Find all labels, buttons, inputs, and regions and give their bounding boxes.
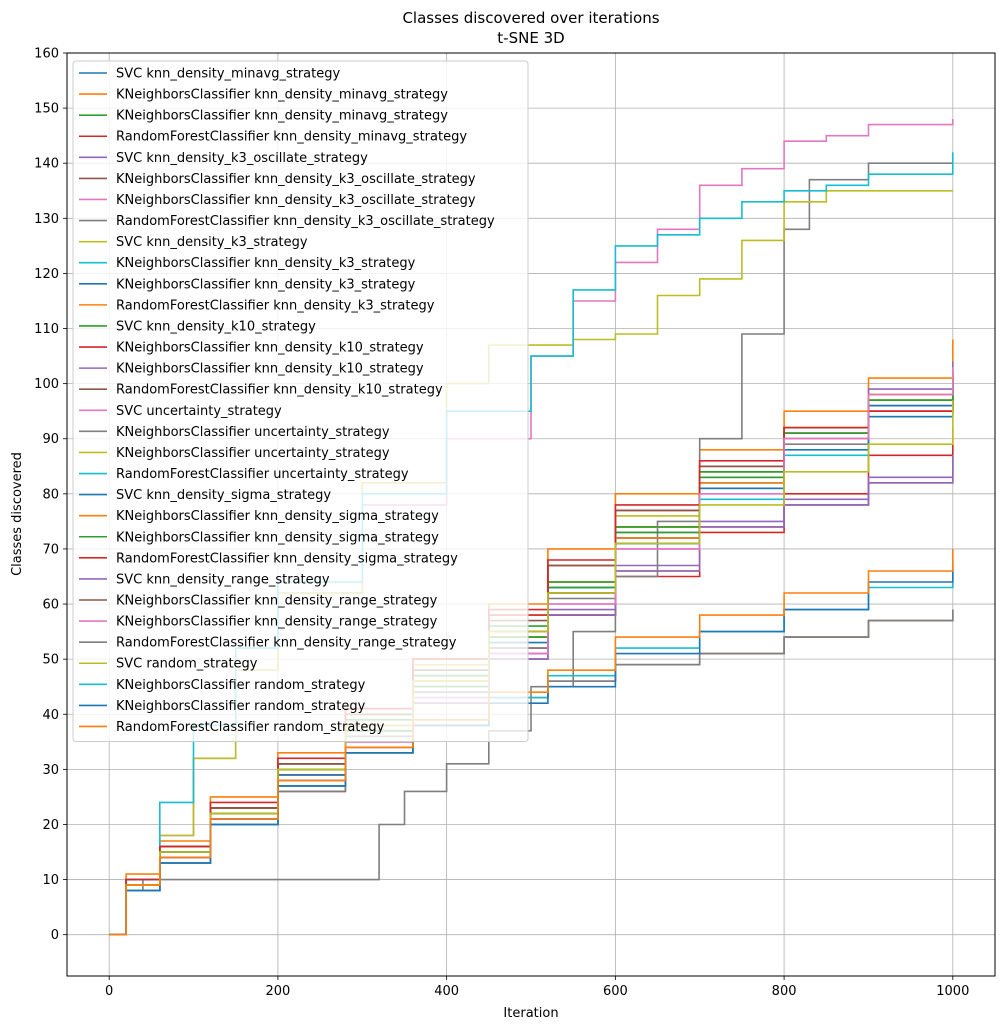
legend-label: SVC knn_density_k10_strategy xyxy=(116,319,316,334)
y-tick-label: 60 xyxy=(42,598,59,613)
legend-box xyxy=(72,60,529,743)
legend-label: SVC knn_density_range_strategy xyxy=(116,572,330,587)
legend-label: RandomForestClassifier knn_density_k3_st… xyxy=(116,298,435,313)
legend-label: SVC knn_density_minavg_strategy xyxy=(116,67,340,82)
y-tick-label: 0 xyxy=(51,928,59,943)
y-tick-label: 40 xyxy=(42,708,59,723)
legend-label: RandomForestClassifier knn_density_k10_s… xyxy=(116,383,443,398)
legend-label: KNeighborsClassifier knn_density_minavg_… xyxy=(116,109,448,124)
legend-label: KNeighborsClassifier uncertainty_strateg… xyxy=(116,425,390,440)
x-tick-label: 600 xyxy=(603,984,628,999)
x-tick-label: 400 xyxy=(434,984,459,999)
legend-label: KNeighborsClassifier knn_density_range_s… xyxy=(116,615,438,630)
legend-label: KNeighborsClassifier knn_density_k3_stra… xyxy=(116,277,416,292)
y-tick-label: 10 xyxy=(42,873,59,888)
axis-ticks: 0 200 400 600 800 1000 0 10 20 30 40 50 60 70 80 90 100 1… xyxy=(34,47,969,1000)
legend-label: SVC random_strategy xyxy=(116,657,258,672)
x-tick-label: 0 xyxy=(105,984,113,999)
legend-label: KNeighborsClassifier knn_density_range_s… xyxy=(116,594,438,609)
y-tick-label: 120 xyxy=(34,267,59,282)
legend-label: KNeighborsClassifier knn_density_sigma_s… xyxy=(116,530,439,545)
x-axis-label: Iteration xyxy=(503,1006,558,1021)
y-tick-label: 20 xyxy=(42,818,59,833)
plot-area-frame xyxy=(66,52,996,977)
legend-label: KNeighborsClassifier knn_density_k3_osci… xyxy=(116,172,476,187)
legend-label: KNeighborsClassifier random_strategy xyxy=(116,699,366,714)
legend-label: SVC uncertainty_strategy xyxy=(116,404,282,419)
legend-label: KNeighborsClassifier knn_density_sigma_s… xyxy=(116,509,439,524)
x-tick-label: 200 xyxy=(265,984,290,999)
chart-subtitle: t-SNE 3D xyxy=(497,29,564,47)
series-line-19 xyxy=(109,152,954,936)
y-tick-label: 50 xyxy=(42,653,59,668)
y-tick-label: 90 xyxy=(42,432,59,447)
legend-label: RandomForestClassifier knn_density_range… xyxy=(116,636,457,651)
y-tick-label: 80 xyxy=(42,487,59,502)
legend-label: KNeighborsClassifier knn_density_minavg_… xyxy=(116,88,448,103)
legend-label: KNeighborsClassifier uncertainty_strateg… xyxy=(116,446,390,461)
y-tick-label: 160 xyxy=(34,47,59,62)
legend: SVC knn_density_minavg_strategy KNeighbor… xyxy=(72,60,529,743)
y-tick-label: 140 xyxy=(34,157,59,172)
y-tick-label: 70 xyxy=(42,542,59,557)
x-tick-label: 1000 xyxy=(936,984,969,999)
y-tick-label: 150 xyxy=(34,102,59,117)
legend-label: RandomForestClassifier knn_density_k3_os… xyxy=(116,214,495,229)
legend-label: KNeighborsClassifier knn_density_k3_osci… xyxy=(116,193,476,208)
legend-label: SVC knn_density_k3_strategy xyxy=(116,235,308,250)
y-tick-label: 100 xyxy=(34,377,59,392)
legend-label: RandomForestClassifier random_strategy xyxy=(116,720,385,735)
chart-title: Classes discovered over iterations xyxy=(402,9,659,27)
legend-label: KNeighborsClassifier knn_density_k10_str… xyxy=(116,362,424,377)
legend-label: RandomForestClassifier uncertainty_strat… xyxy=(116,467,409,482)
x-tick-label: 800 xyxy=(772,984,797,999)
legend-label: RandomForestClassifier knn_density_sigma… xyxy=(116,551,458,566)
legend-label: KNeighborsClassifier random_strategy xyxy=(116,678,366,693)
y-tick-label: 110 xyxy=(34,322,59,337)
legend-label: SVC knn_density_sigma_strategy xyxy=(116,488,331,503)
legend-label: RandomForestClassifier knn_density_minav… xyxy=(116,130,467,145)
legend-label: KNeighborsClassifier knn_density_k3_stra… xyxy=(116,256,416,271)
legend-label: SVC knn_density_k3_oscillate_strategy xyxy=(116,151,368,166)
y-axis-label: Classes discovered xyxy=(10,452,25,576)
y-tick-label: 30 xyxy=(42,763,59,778)
legend-label: KNeighborsClassifier knn_density_k10_str… xyxy=(116,341,424,356)
y-tick-label: 130 xyxy=(34,212,59,227)
